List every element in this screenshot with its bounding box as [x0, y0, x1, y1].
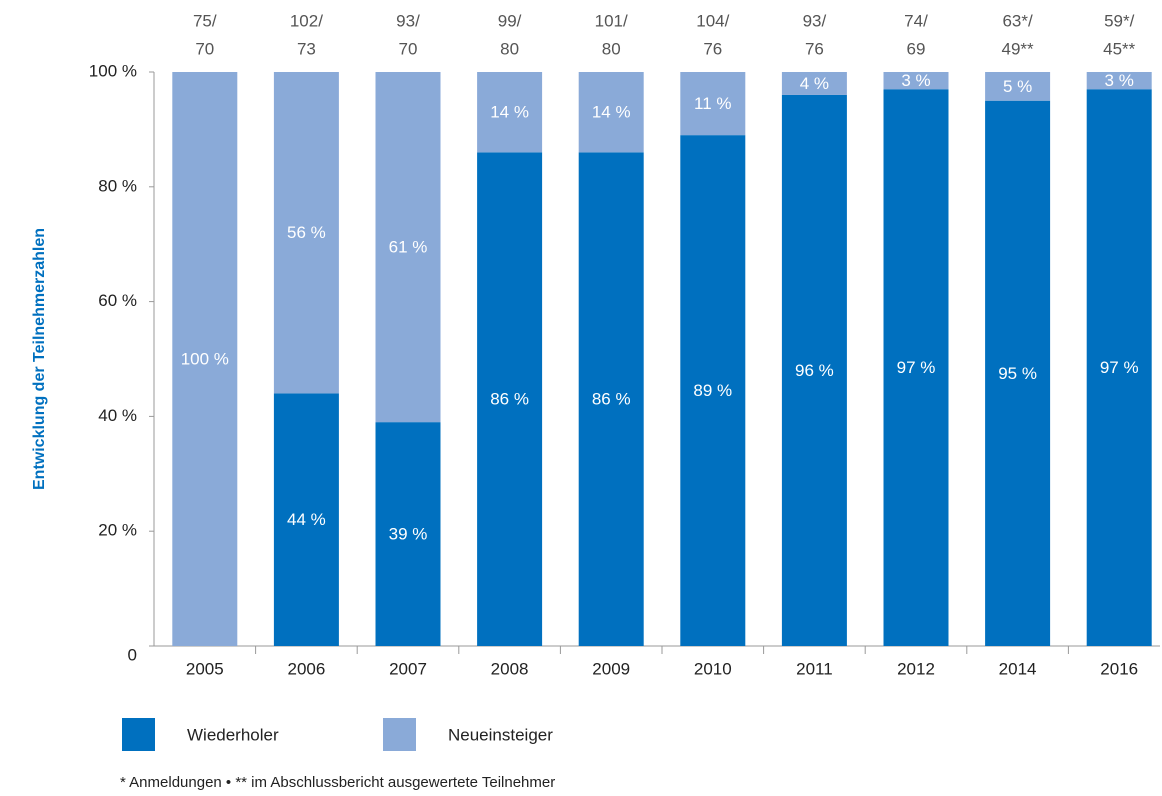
value-label: 14 %	[592, 103, 631, 122]
bar-segment	[273, 72, 339, 394]
top-annotation: 70	[195, 39, 214, 58]
bar-segment	[172, 72, 238, 646]
value-label: 100 %	[181, 349, 229, 368]
top-annotation: 102/	[290, 11, 323, 30]
value-label: 14 %	[490, 103, 529, 122]
legend-swatch	[122, 718, 155, 751]
value-label: 5 %	[1003, 77, 1032, 96]
top-annotation: 49**	[1002, 39, 1035, 58]
x-tick-label: 2014	[999, 659, 1037, 678]
bar-segment	[375, 422, 441, 646]
value-label: 3 %	[901, 71, 930, 90]
bar-segment	[781, 94, 847, 646]
y-tick-label: 40 %	[98, 406, 137, 425]
bar-segment	[781, 72, 847, 95]
value-label: 96 %	[795, 361, 834, 380]
value-label: 97 %	[897, 358, 936, 377]
bar-segment	[578, 152, 644, 647]
x-tick-label: 2016	[1100, 659, 1138, 678]
y-tick-label: 100 %	[89, 61, 137, 80]
value-label: 86 %	[592, 390, 631, 409]
top-annotation: 104/	[696, 11, 729, 30]
top-annotation: 101/	[595, 11, 628, 30]
value-label: 89 %	[693, 381, 732, 400]
legend-label: Wiederholer	[187, 725, 279, 744]
bar-segment	[1086, 89, 1152, 647]
top-annotation: 70	[399, 39, 418, 58]
x-tick-label: 2007	[389, 659, 427, 678]
x-tick-label: 2005	[186, 659, 224, 678]
top-annotation: 76	[703, 39, 722, 58]
value-label: 95 %	[998, 364, 1037, 383]
bar-segment	[680, 72, 746, 136]
y-tick-label: 0	[128, 645, 137, 664]
value-label: 56 %	[287, 223, 326, 242]
bar-segment	[1086, 72, 1152, 90]
bar-segment	[273, 393, 339, 646]
bar-segment	[477, 152, 543, 647]
legend-label: Neueinsteiger	[448, 725, 553, 744]
y-tick-label: 80 %	[98, 176, 137, 195]
value-label: 44 %	[287, 510, 326, 529]
bar-segment	[985, 100, 1051, 646]
x-tick-label: 2006	[287, 659, 325, 678]
top-annotation: 45**	[1103, 39, 1136, 58]
value-label: 61 %	[389, 238, 428, 257]
top-annotation: 59*/	[1104, 11, 1135, 30]
y-axis-label: Entwicklung der Teilnehmerzahlen	[31, 228, 48, 490]
y-tick-label: 20 %	[98, 521, 137, 540]
bar-segment	[883, 72, 949, 90]
legend-swatch	[383, 718, 416, 751]
top-annotation: 99/	[498, 11, 522, 30]
value-label: 39 %	[389, 525, 428, 544]
x-tick-label: 2010	[694, 659, 732, 678]
value-label: 86 %	[490, 390, 529, 409]
bar-segment	[477, 72, 543, 153]
top-annotation: 76	[805, 39, 824, 58]
top-annotation: 75/	[193, 11, 217, 30]
x-tick-label: 2011	[796, 659, 833, 678]
x-tick-label: 2009	[592, 659, 630, 678]
top-annotation: 80	[500, 39, 519, 58]
bar-segment	[985, 72, 1051, 101]
y-tick-label: 60 %	[98, 291, 137, 310]
bar-segment	[578, 72, 644, 153]
top-annotation: 69	[907, 39, 926, 58]
footnote: * Anmeldungen • ** im Abschlussbericht a…	[120, 774, 555, 791]
bar-segment	[883, 89, 949, 647]
top-annotation: 93/	[803, 11, 827, 30]
x-tick-label: 2012	[897, 659, 935, 678]
value-label: 11 %	[694, 94, 732, 113]
top-annotation: 73	[297, 39, 316, 58]
x-tick-label: 2008	[491, 659, 529, 678]
value-label: 4 %	[800, 74, 829, 93]
top-annotation: 63*/	[1002, 11, 1033, 30]
top-annotation: 74/	[904, 11, 928, 30]
bar-segment	[375, 72, 441, 423]
value-label: 97 %	[1100, 358, 1139, 377]
top-annotation: 93/	[396, 11, 420, 30]
top-annotation: 80	[602, 39, 621, 58]
bar-segment	[680, 135, 746, 646]
value-label: 3 %	[1105, 71, 1134, 90]
